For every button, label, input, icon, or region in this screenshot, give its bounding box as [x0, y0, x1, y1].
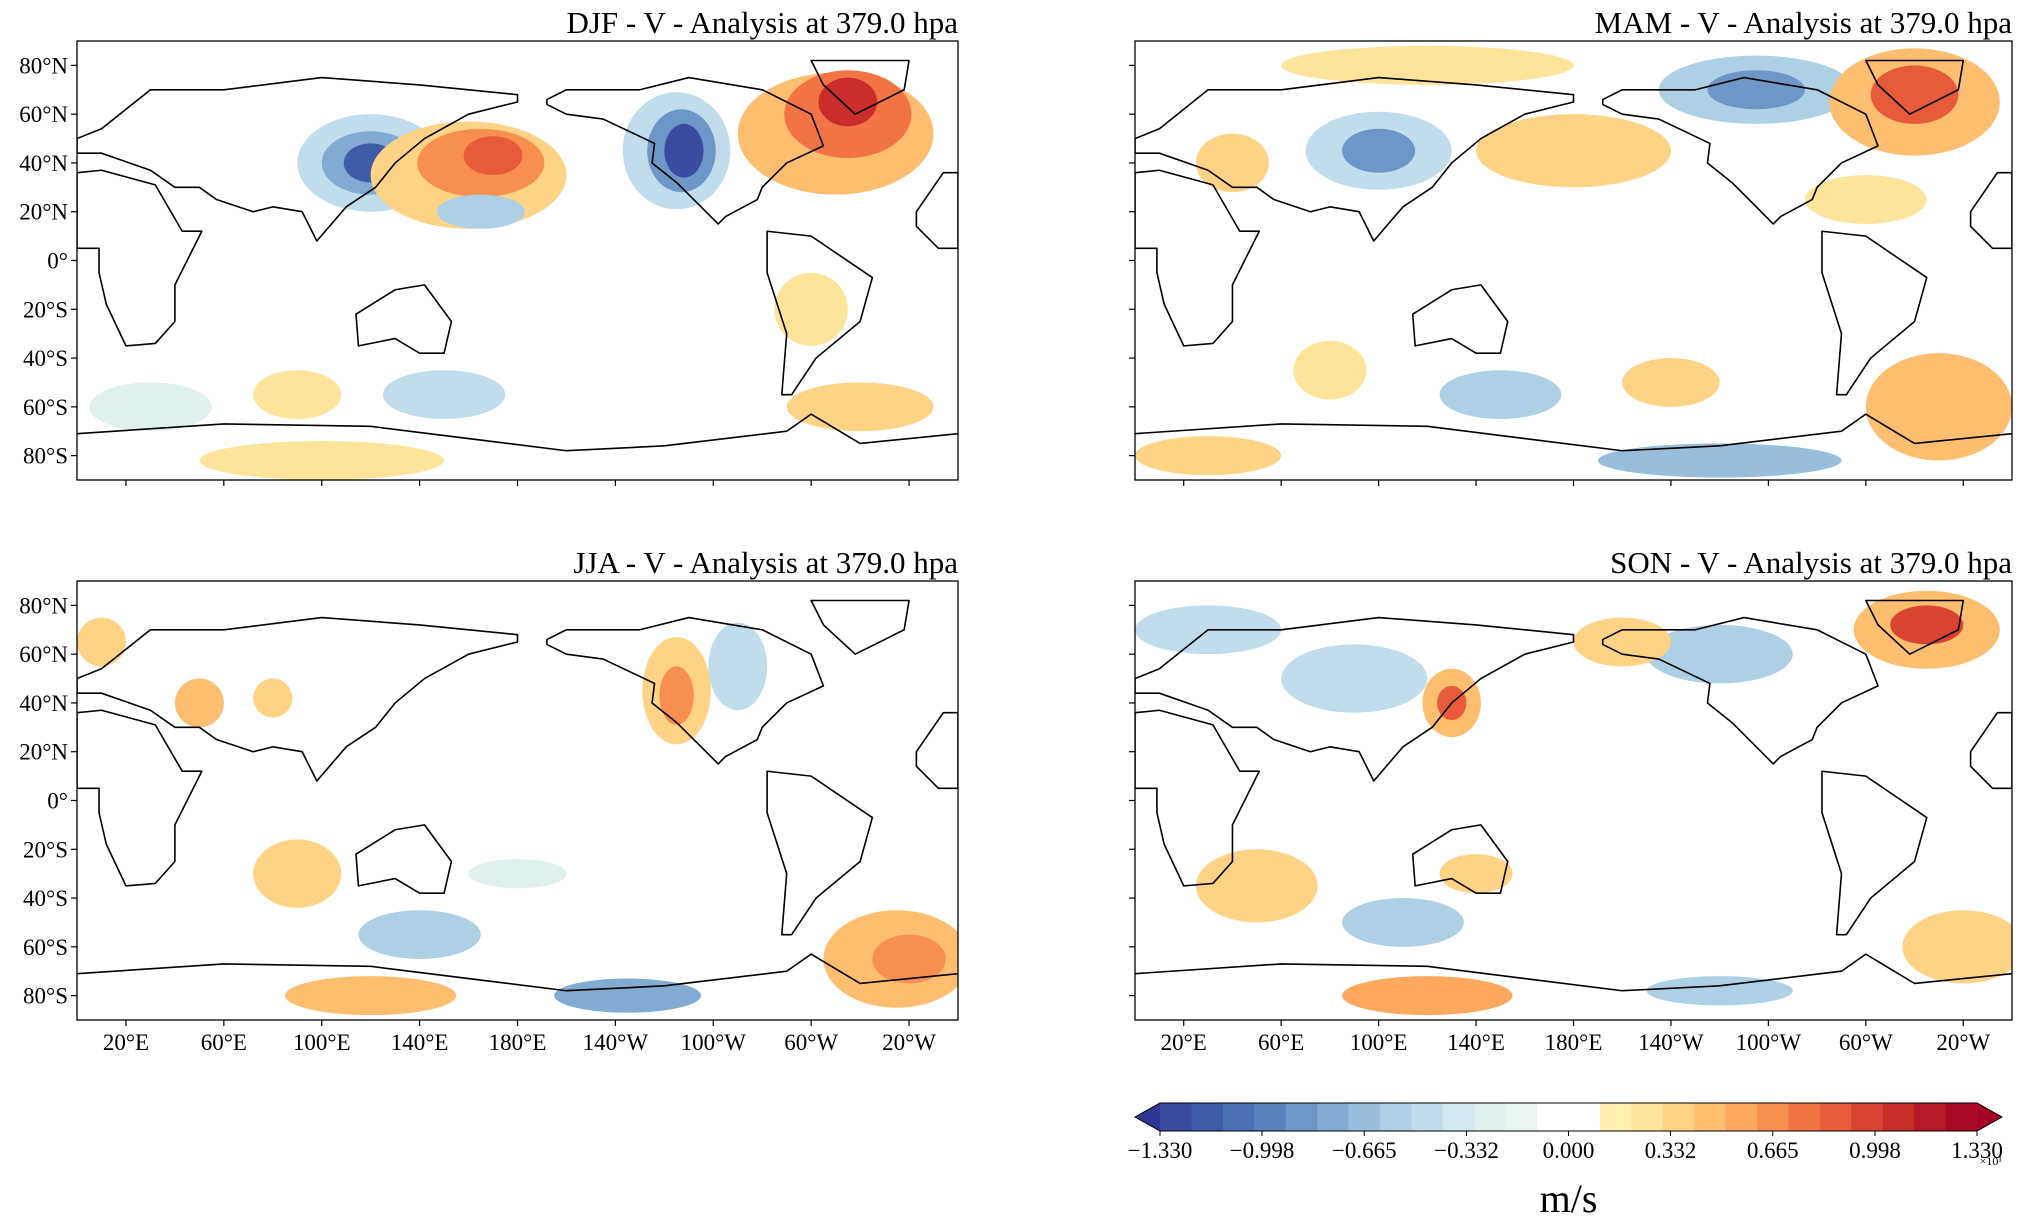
lat-tick-label: 60°N — [19, 642, 68, 667]
colorbar-segment — [1160, 1103, 1192, 1131]
panel-title: JJA - V - Analysis at 379.0 hpa — [573, 545, 958, 580]
map-jja — [77, 598, 958, 1016]
colorbar-segment — [1819, 1103, 1852, 1131]
colorbar-segment — [1725, 1103, 1758, 1131]
lon-tick-label: 140°W — [583, 1030, 649, 1055]
lon-tick-label: 180°E — [1545, 1030, 1603, 1055]
colorbar-segment — [1694, 1103, 1727, 1131]
colorbar-tick-label: −0.665 — [1332, 1138, 1397, 1163]
lat-tick-label: 60°S — [23, 935, 68, 960]
lon-tick-label: 100°E — [293, 1030, 351, 1055]
lat-tick-label: 40°S — [23, 346, 68, 371]
lat-tick-label: 20°N — [19, 740, 68, 765]
lat-tick-label: 20°S — [23, 297, 68, 322]
colorbar-tick-label: 0.665 — [1747, 1138, 1799, 1163]
colorbar-segment — [1474, 1103, 1507, 1131]
colorbar-segment — [1317, 1103, 1350, 1131]
colorbar-offset: ×10¹ — [1980, 1154, 2003, 1168]
panel-title: DJF - V - Analysis at 379.0 hpa — [566, 5, 958, 40]
colorbar-segment — [1379, 1103, 1412, 1131]
lat-tick-label: 0° — [47, 789, 68, 814]
colorbar-segment — [1254, 1103, 1287, 1131]
colorbar-segment — [1191, 1103, 1224, 1131]
lat-tick-label: 0° — [47, 249, 68, 274]
panel-title: SON - V - Analysis at 379.0 hpa — [1610, 545, 2012, 580]
colorbar-segment — [1599, 1103, 1632, 1131]
colorbar-segment — [1348, 1103, 1381, 1131]
colorbar-tick-label: −1.330 — [1128, 1138, 1193, 1163]
lat-tick-label: 40°N — [19, 691, 68, 716]
colorbar-tick-label: −0.332 — [1434, 1138, 1499, 1163]
lon-tick-label: 100°W — [681, 1030, 747, 1055]
lon-tick-label: 20°E — [1161, 1030, 1207, 1055]
colorbar-tick-label: −0.998 — [1230, 1138, 1295, 1163]
lat-tick-label: 20°S — [23, 837, 68, 862]
lon-tick-label: 60°E — [201, 1030, 247, 1055]
lon-tick-label: 100°E — [1350, 1030, 1408, 1055]
lat-tick-label: 80°N — [19, 593, 68, 618]
colorbar-segment — [1757, 1103, 1789, 1131]
lon-tick-label: 60°W — [784, 1030, 838, 1055]
lon-tick-label: 20°E — [103, 1030, 149, 1055]
colorbar-tick-label: 0.000 — [1543, 1138, 1595, 1163]
colorbar-segment — [1945, 1103, 1978, 1131]
colorbar-tick-label: 0.332 — [1645, 1138, 1697, 1163]
colorbar-tick-label: 1.330 — [1951, 1138, 2003, 1163]
lat-tick-label: 40°N — [19, 151, 68, 176]
map-djf — [77, 58, 958, 480]
lon-tick-label: 20°W — [882, 1030, 936, 1055]
colorbar-extend-low — [1135, 1103, 1160, 1131]
colorbar-segment — [1222, 1103, 1255, 1131]
lat-tick-label: 80°S — [23, 444, 68, 469]
map-mam — [1135, 45, 2012, 478]
lon-tick-label: 20°W — [1936, 1030, 1990, 1055]
colorbar-segment — [1568, 1103, 1601, 1131]
colorbar-label: m/s — [1540, 1176, 1598, 1221]
colorbar-segment — [1788, 1103, 1821, 1131]
colorbar-segment — [1442, 1103, 1475, 1131]
map-son — [1135, 590, 2012, 1016]
colorbar-segment — [1914, 1103, 1947, 1131]
panel-title: MAM - V - Analysis at 379.0 hpa — [1595, 5, 2013, 40]
colorbar-segment — [1662, 1103, 1695, 1131]
lat-tick-label: 20°N — [19, 200, 68, 225]
colorbar-extend-high — [1977, 1103, 2002, 1131]
lon-tick-label: 140°W — [1638, 1030, 1704, 1055]
lon-tick-label: 180°E — [489, 1030, 547, 1055]
lon-tick-label: 60°E — [1258, 1030, 1304, 1055]
lon-tick-label: 100°W — [1736, 1030, 1802, 1055]
lon-tick-label: 140°E — [391, 1030, 449, 1055]
lat-tick-label: 80°S — [23, 984, 68, 1009]
lat-tick-label: 40°S — [23, 886, 68, 911]
lat-tick-label: 60°N — [19, 102, 68, 127]
colorbar-segment — [1851, 1103, 1884, 1131]
colorbar-segment — [1882, 1103, 1915, 1131]
colorbar-tick-label: 0.998 — [1849, 1138, 1901, 1163]
colorbar-segment — [1285, 1103, 1318, 1131]
lat-tick-label: 60°S — [23, 395, 68, 420]
colorbar-segment — [1631, 1103, 1664, 1131]
colorbar-segment — [1411, 1103, 1444, 1131]
colorbar-segment — [1505, 1103, 1538, 1131]
lon-tick-label: 140°E — [1447, 1030, 1505, 1055]
colorbar-segment — [1537, 1103, 1569, 1131]
lat-tick-label: 80°N — [19, 53, 68, 78]
lon-tick-label: 60°W — [1839, 1030, 1893, 1055]
